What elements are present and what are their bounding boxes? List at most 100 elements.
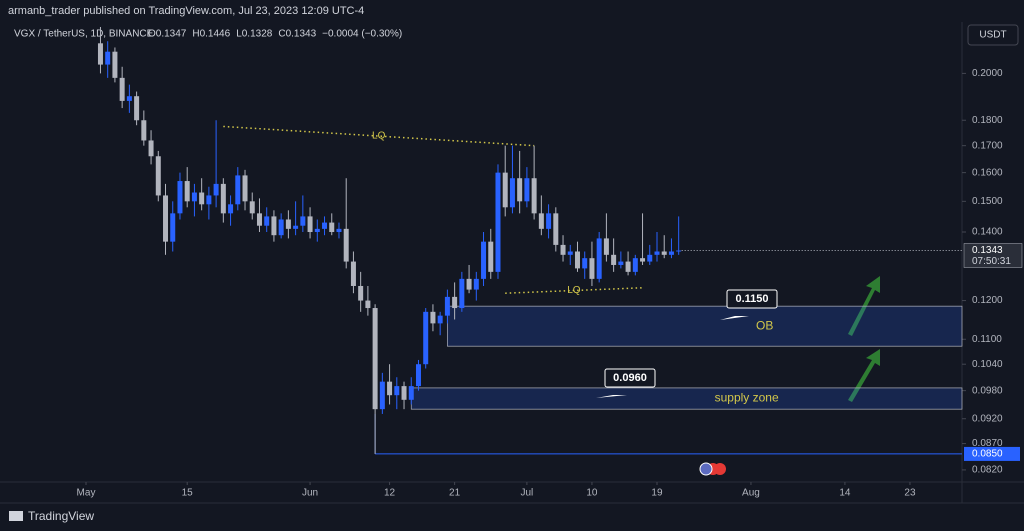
lq-line <box>505 287 643 294</box>
candle-body <box>596 238 602 279</box>
x-tick-label: Jul <box>520 488 533 499</box>
candle-body <box>625 261 631 272</box>
candle-body <box>365 300 371 309</box>
candle-body <box>567 251 573 255</box>
candle-body <box>452 296 458 309</box>
currency-box[interactable] <box>967 24 1019 46</box>
candle-body <box>220 183 226 214</box>
candle-body <box>517 178 523 202</box>
candle-body <box>509 178 515 208</box>
candle-body <box>415 364 421 387</box>
candle-body <box>112 51 118 78</box>
candle-body <box>459 278 465 309</box>
candle-body <box>163 195 169 242</box>
candle-body <box>430 311 436 324</box>
ohlc-value: L0.1328 <box>236 29 273 40</box>
candle-body <box>105 51 111 65</box>
candle-body <box>502 172 508 208</box>
candle-body <box>582 258 588 269</box>
candle-body <box>676 250 682 252</box>
x-tick-label: 21 <box>449 488 461 499</box>
y-tick-label: 0.1800 <box>972 115 1003 126</box>
x-tick-label: 14 <box>839 488 851 499</box>
brand: TradingView <box>28 509 94 523</box>
candle-body <box>611 254 617 265</box>
candle-body <box>141 120 147 141</box>
candle-body <box>350 261 356 286</box>
candle-body <box>278 219 284 236</box>
x-tick-label: Jun <box>302 488 318 499</box>
candle-body <box>228 204 234 214</box>
logo-icon <box>9 511 23 521</box>
candle-body <box>134 96 140 121</box>
callout-label: 0.1150 <box>735 293 768 305</box>
y-tick-label: 0.1500 <box>972 196 1003 207</box>
x-tick-label: May <box>77 488 96 499</box>
candle-body <box>661 251 667 255</box>
y-tick-label: 0.0870 <box>972 438 1003 449</box>
y-tick-label: 0.0920 <box>972 413 1003 424</box>
candle-body <box>589 258 595 279</box>
candle-body <box>285 219 291 229</box>
candle-body <box>481 241 487 279</box>
candle-body <box>538 213 544 229</box>
candle-body <box>177 181 183 214</box>
candle-body <box>466 278 472 290</box>
candle-body <box>668 251 674 255</box>
candle-body <box>119 77 125 101</box>
y-tick-label: 0.1100 <box>972 334 1002 345</box>
candle-body <box>553 213 559 245</box>
callout-pointer <box>596 395 627 398</box>
candle-body <box>235 175 241 205</box>
candle-body <box>488 241 494 272</box>
candle-body <box>379 381 385 410</box>
publisher: armanb_trader published on TradingView.c… <box>8 5 364 17</box>
candle-body <box>574 251 580 269</box>
candle-body <box>423 311 429 365</box>
candle-body <box>336 228 342 233</box>
candle-body <box>329 222 335 233</box>
x-tick-label: 10 <box>586 488 598 499</box>
symbol: VGX / TetherUS, 1D, BINANCE <box>14 29 154 40</box>
candle-body <box>256 213 262 226</box>
callout-box <box>604 368 656 388</box>
candle-body <box>314 228 320 233</box>
candle-body <box>401 386 407 400</box>
candle-body <box>199 192 205 205</box>
candle-body <box>97 43 103 65</box>
y-tick-label: 0.1700 <box>972 140 1003 151</box>
candle-body <box>640 258 646 262</box>
ohlc-value: O0.1347 <box>148 29 187 40</box>
event-icon[interactable] <box>699 462 713 476</box>
ohlc-value: H0.1446 <box>192 29 230 40</box>
candle-body <box>206 195 212 205</box>
candle-body <box>358 285 364 301</box>
y-tick-label: 0.0980 <box>972 385 1003 396</box>
candle-body <box>242 175 248 202</box>
y-tick-label: 0.1040 <box>972 359 1003 370</box>
candle-body <box>249 201 255 214</box>
x-tick-label: 15 <box>182 488 194 499</box>
x-tick-label: 12 <box>384 488 396 499</box>
candle-body <box>603 238 609 255</box>
candle-body <box>394 386 400 396</box>
last-price-label: 0.1343 <box>972 245 1003 256</box>
candle-body <box>307 216 313 233</box>
candle-body <box>170 213 176 242</box>
zone <box>410 387 963 410</box>
y-tick-label: 0.1200 <box>972 295 1003 306</box>
ohlc-value: −0.0004 (−0.30%) <box>322 29 402 40</box>
candle-body <box>618 261 624 265</box>
candle-body <box>437 315 443 324</box>
lq-label: LQ <box>567 285 581 296</box>
zone-label: OB <box>756 318 773 332</box>
currency[interactable]: USDT <box>979 30 1006 41</box>
last-price-box <box>963 243 1023 268</box>
candle-body <box>408 386 414 400</box>
x-tick-label: Aug <box>742 488 760 499</box>
support-label: 0.0850 <box>972 449 1003 460</box>
candle-body <box>524 178 530 202</box>
candle-body <box>322 222 328 229</box>
